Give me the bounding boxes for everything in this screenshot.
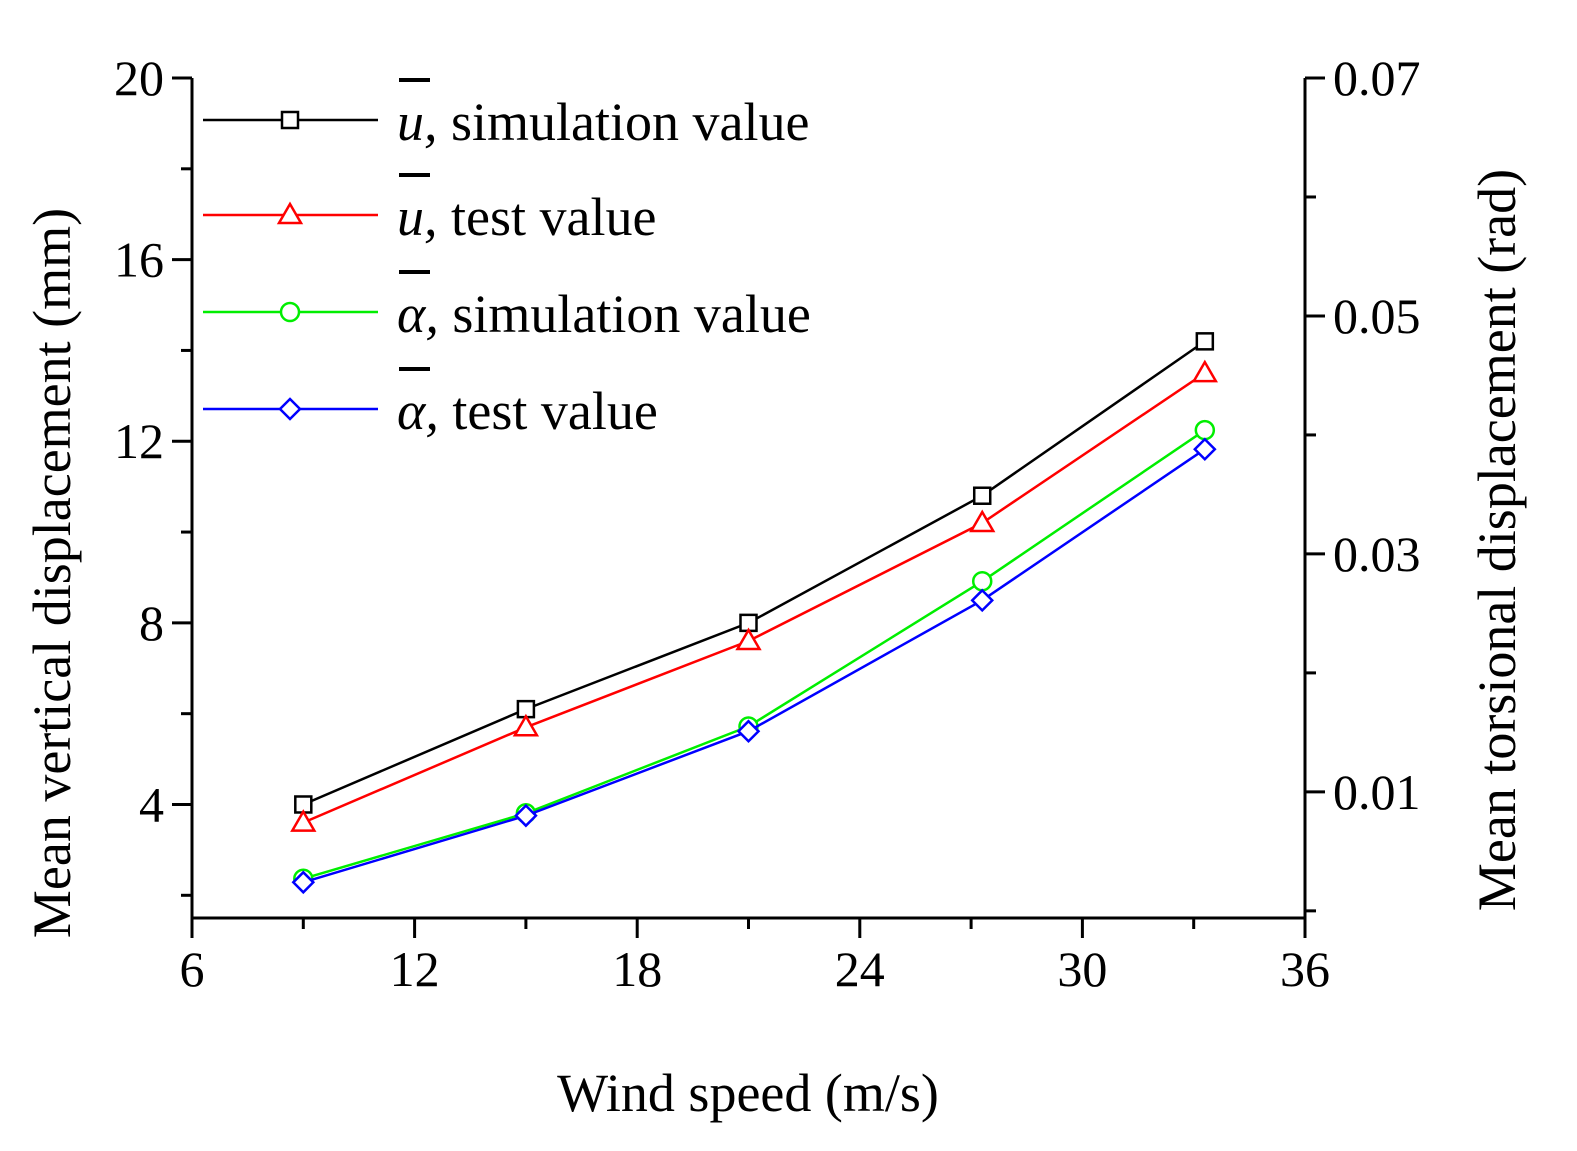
data-point	[969, 509, 996, 533]
legend-label: α, simulation value	[397, 284, 811, 344]
y-left-tick-label: 20	[114, 50, 164, 106]
y-left-tick-label: 4	[139, 776, 164, 832]
legend-label: u, simulation value	[397, 92, 809, 152]
legend-name: test value	[451, 187, 656, 247]
legend-label: α, test value	[397, 381, 658, 441]
data-point	[291, 870, 316, 895]
legend-marker	[279, 301, 301, 323]
legend-symbol: u,	[397, 92, 451, 152]
axis-ticks: 6 12 18 24 30 36 4 8 12 16 20 0.01 0.03 0.05 0.07	[114, 50, 1421, 997]
x-tick-label: 24	[835, 941, 885, 997]
legend-marker	[276, 201, 304, 225]
y-right-tick-label: 0.03	[1333, 526, 1421, 582]
legend-name: simulation value	[451, 92, 809, 152]
data-point	[970, 588, 994, 613]
legend-name: test value	[452, 381, 657, 441]
legend-marker	[278, 397, 302, 421]
y-axis-right-title: Mean torsional displacement (rad)	[1467, 169, 1527, 911]
data-point	[514, 803, 538, 828]
legend-item: α, simulation value	[203, 270, 811, 344]
y-left-tick-label: 16	[114, 232, 164, 288]
series-3	[293, 419, 1216, 889]
y-left-tick-label: 12	[114, 413, 164, 469]
legend-name: simulation value	[452, 284, 810, 344]
data-point	[971, 571, 993, 592]
x-axis-title: Wind speed (m/s)	[557, 1063, 939, 1123]
data-point	[972, 486, 992, 505]
legend-symbol: u,	[397, 187, 451, 247]
series-line	[302, 448, 1206, 884]
x-tick-label: 6	[180, 941, 205, 997]
data-point	[290, 809, 317, 832]
y-axis-left-title: Mean vertical displacement (mm)	[22, 208, 82, 938]
legend-item: α, test value	[203, 367, 658, 441]
x-tick-label: 12	[390, 941, 440, 997]
legend-symbol: α,	[397, 284, 452, 344]
data-point	[1193, 437, 1217, 461]
series-line	[302, 429, 1206, 880]
plot-frame	[190, 78, 1307, 920]
legend-symbol: α,	[397, 381, 452, 441]
x-tick-label: 30	[1057, 941, 1107, 997]
legend-item: u, test value	[203, 173, 656, 247]
data-point	[1194, 419, 1216, 441]
y-right-tick-label: 0.07	[1333, 50, 1421, 106]
data-point	[1191, 359, 1218, 383]
y-right-tick-label: 0.05	[1333, 288, 1421, 344]
series-2	[290, 359, 1218, 832]
data-point	[1195, 332, 1215, 351]
data-point	[735, 627, 762, 651]
legend-item: u, simulation value	[203, 78, 809, 152]
x-tick-label: 18	[612, 941, 662, 997]
series-4	[291, 437, 1217, 895]
data-point	[736, 719, 761, 743]
legend-marker	[280, 110, 300, 130]
data-point	[512, 713, 540, 737]
series-layer	[290, 332, 1218, 895]
x-tick-label: 36	[1280, 941, 1330, 997]
y-right-tick-label: 0.01	[1333, 764, 1421, 820]
legend-label: u, test value	[397, 187, 656, 247]
y-left-tick-label: 8	[139, 595, 164, 651]
